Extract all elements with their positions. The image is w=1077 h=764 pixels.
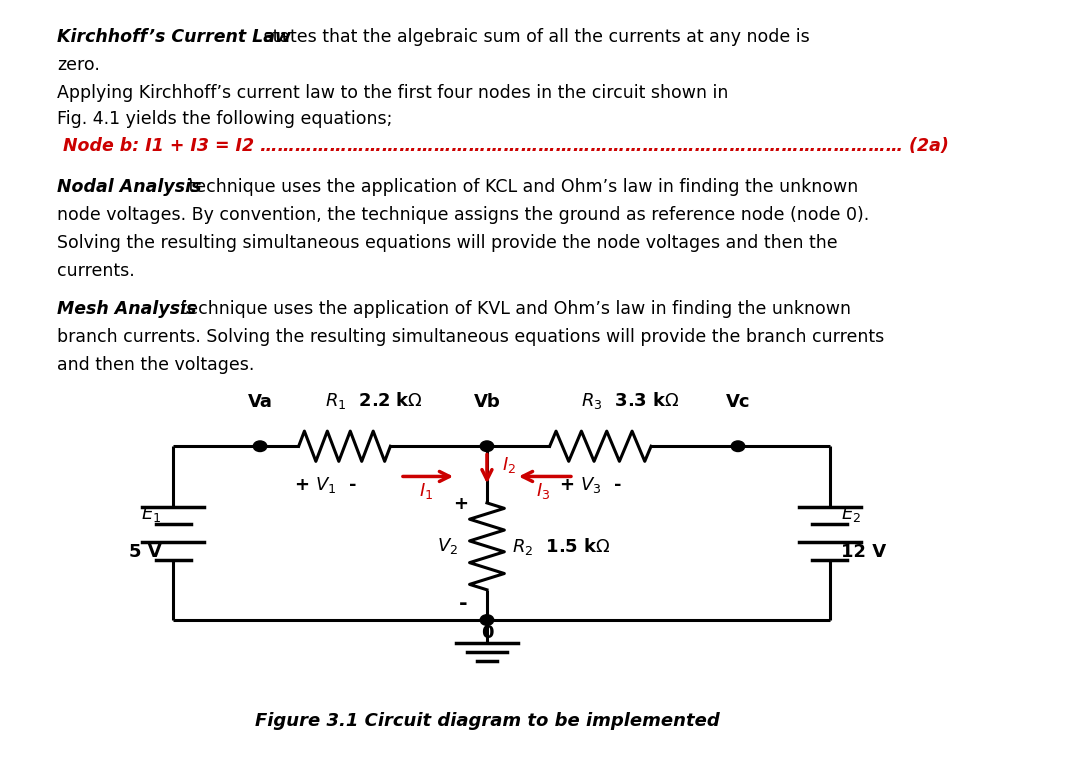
Text: $E_1$: $E_1$ [141, 504, 162, 524]
Text: $R_2$  1.5 k$\Omega$: $R_2$ 1.5 k$\Omega$ [512, 536, 611, 557]
Text: Mesh Analysis: Mesh Analysis [57, 300, 197, 319]
Text: 12 V: 12 V [841, 543, 886, 561]
Text: + $V_1$  -: + $V_1$ - [294, 475, 358, 495]
Circle shape [480, 615, 493, 625]
Text: Vb: Vb [474, 393, 501, 412]
Circle shape [480, 441, 493, 452]
Text: 5 V: 5 V [129, 543, 162, 561]
Text: $I_2$: $I_2$ [502, 455, 517, 475]
Text: technique uses the application of KCL and Ohm’s law in finding the unknown: technique uses the application of KCL an… [183, 178, 858, 196]
Text: node voltages. By convention, the technique assigns the ground as reference node: node voltages. By convention, the techni… [57, 206, 869, 224]
Text: Nodal Analysis: Nodal Analysis [57, 178, 201, 196]
Text: $V_2$: $V_2$ [437, 536, 458, 556]
Text: $R_3$  3.3 k$\Omega$: $R_3$ 3.3 k$\Omega$ [582, 390, 680, 412]
Text: $E_2$: $E_2$ [841, 504, 862, 524]
Text: Applying Kirchhoff’s current law to the first four nodes in the circuit shown in: Applying Kirchhoff’s current law to the … [57, 83, 729, 102]
Text: currents.: currents. [57, 262, 135, 280]
Text: Solving the resulting simultaneous equations will provide the node voltages and : Solving the resulting simultaneous equat… [57, 234, 838, 252]
Text: technique uses the application of KVL and Ohm’s law in finding the unknown: technique uses the application of KVL an… [176, 300, 851, 319]
Text: Figure 3.1 Circuit diagram to be implemented: Figure 3.1 Circuit diagram to be impleme… [254, 711, 719, 730]
Text: Vc: Vc [726, 393, 751, 412]
Text: $I_1$: $I_1$ [419, 481, 433, 501]
Circle shape [253, 441, 267, 452]
Text: $R_1$  2.2 k$\Omega$: $R_1$ 2.2 k$\Omega$ [325, 390, 423, 412]
Text: branch currents. Solving the resulting simultaneous equations will provide the b: branch currents. Solving the resulting s… [57, 329, 884, 346]
Text: and then the voltages.: and then the voltages. [57, 356, 254, 374]
Circle shape [731, 441, 745, 452]
Text: states that the algebraic sum of all the currents at any node is: states that the algebraic sum of all the… [258, 28, 810, 47]
Text: Kirchhoff’s Current Law: Kirchhoff’s Current Law [57, 28, 291, 47]
Text: Va: Va [248, 393, 272, 412]
Text: $I_3$: $I_3$ [536, 481, 550, 501]
Text: +: + [452, 495, 467, 513]
Text: Fig. 4.1 yields the following equations;: Fig. 4.1 yields the following equations; [57, 110, 393, 128]
Text: Node b: I1 + I3 = I2 ………………………………………………………………………………………………… (2a): Node b: I1 + I3 = I2 …………………………………………………… [57, 138, 949, 155]
Text: zero.: zero. [57, 57, 100, 74]
Text: 0: 0 [480, 624, 493, 642]
Text: + $V_3$  -: + $V_3$ - [559, 475, 623, 495]
Text: -: - [459, 594, 467, 613]
